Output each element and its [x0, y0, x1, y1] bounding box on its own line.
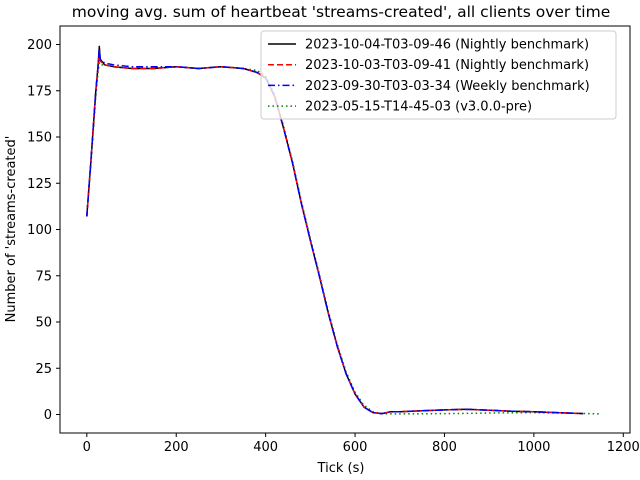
y-tick-label: 100 [27, 223, 52, 238]
x-tick-label: 0 [83, 440, 91, 455]
legend: 2023-10-04-T03-09-46 (Nightly benchmark)… [260, 30, 617, 120]
x-tick-label: 200 [164, 440, 189, 455]
x-tick-label: 600 [343, 440, 368, 455]
legend-label: 2023-05-15-T14-45-03 (v3.0.0-pre) [305, 100, 532, 115]
x-tick-label: 1200 [607, 440, 640, 455]
legend-box [260, 30, 617, 120]
y-tick-label: 125 [27, 177, 52, 192]
y-tick-label: 150 [27, 131, 52, 146]
chart-title: moving avg. sum of heartbeat 'streams-cr… [72, 3, 611, 21]
y-axis: 0 25 50 75 100 125 150 175 200 [27, 38, 60, 423]
y-axis-label: Number of 'streams-created' [4, 136, 19, 323]
legend-label: 2023-10-04-T03-09-46 (Nightly benchmark) [305, 38, 589, 53]
x-axis-label: Tick (s) [317, 461, 365, 476]
y-tick-label: 25 [35, 362, 52, 377]
y-tick-label: 175 [27, 84, 52, 99]
legend-label: 2023-10-03-T03-09-41 (Nightly benchmark) [305, 58, 589, 73]
y-tick-label: 75 [35, 269, 52, 284]
y-tick-label: 200 [27, 38, 52, 53]
x-axis: 0 200 400 600 800 1000 1200 [83, 433, 640, 455]
x-tick-label: 1000 [517, 440, 550, 455]
series-line [86, 47, 584, 415]
legend-label: 2023-09-30-T03-03-34 (Weekly benchmark) [305, 79, 590, 94]
series-line [86, 51, 584, 415]
x-tick-label: 800 [432, 440, 457, 455]
y-tick-label: 50 [35, 316, 52, 331]
x-tick-label: 400 [253, 440, 278, 455]
series-layer [86, 45, 601, 415]
y-tick-label: 0 [44, 408, 52, 423]
